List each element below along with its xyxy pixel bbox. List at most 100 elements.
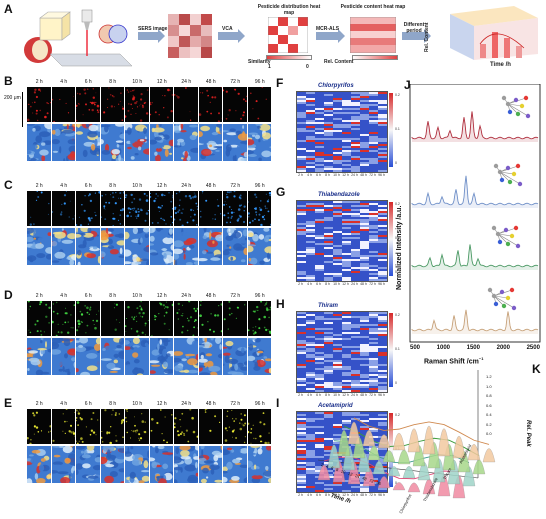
raman-ylabel: Normalized Intensity /a.u. [396, 205, 403, 290]
sers-image-tile [76, 301, 100, 336]
time-label: 10 h [132, 401, 143, 407]
time-label: 96 h [254, 401, 265, 407]
waterfall-peak [372, 460, 386, 475]
waterfall-peak [402, 466, 416, 479]
waterfall-peak [452, 435, 466, 459]
sers-image-tile [100, 301, 124, 336]
arrow-mcr [316, 29, 345, 43]
molecule-icon [493, 163, 523, 187]
sers-image-tile [223, 301, 247, 336]
content-heatmap [350, 17, 396, 53]
heatmap-colorbar [389, 93, 393, 167]
time-label: 4 h [60, 401, 68, 407]
heatmap-tick: 4 h [307, 493, 312, 497]
heatmap-tick: 24 h [351, 173, 358, 177]
heatmap-1 [296, 200, 388, 282]
heatmap-tick: 48 h [360, 282, 367, 286]
scale-one: 1 [268, 64, 271, 70]
heatmap-2 [296, 311, 388, 393]
heatmap-xticks: 2 h 4 h 6 h 8 h 10 h 12 h 24 h 48 h 72 h 96 h [296, 393, 386, 397]
time-label: 2 h [35, 401, 43, 407]
scale-bar [22, 92, 23, 127]
waterfall-peak [437, 428, 451, 457]
heatmap-tick: 72 h [369, 393, 376, 397]
distribution-image-tile [27, 228, 51, 265]
time-label: 12 h [156, 401, 167, 407]
heatmap-tick: 8 h [325, 282, 330, 286]
waterfall-peak [392, 482, 406, 491]
sers-image-tile [51, 409, 75, 444]
heatmap-tick: 72 h [369, 282, 376, 286]
panel-label-h: H [276, 297, 285, 311]
distribution-image-tile [223, 338, 247, 375]
distribution-image-tile [174, 338, 198, 375]
time-label: 72 h [230, 183, 241, 189]
time-label: 12 h [156, 183, 167, 189]
time-label: 8 h [109, 79, 117, 85]
waterfall-peak [482, 448, 496, 463]
time-labels-d: 2 h 4 h 6 h 8 h 10 h 12 h 24 h 48 h 72 h 96 h [27, 293, 272, 299]
heatmap-tick: 48 h [360, 393, 367, 397]
distribution-image-row-c [27, 228, 271, 265]
time-label: 72 h [230, 401, 241, 407]
raman-spectrum-0 [411, 111, 539, 140]
heatmap-tick: 8 h [325, 393, 330, 397]
sers-image-tile [51, 87, 75, 122]
sers-image-tile [174, 191, 198, 226]
heatmap-tick: 2 h [298, 282, 303, 286]
waterfall-peak [337, 430, 351, 457]
heatmap-tick: 6 h [316, 282, 321, 286]
heatmap-tick: 12 h [342, 393, 349, 397]
distribution-image-tile [125, 228, 149, 265]
waterfall-zlabel: Rel. Peak [525, 420, 531, 447]
workflow-panel: SERS image VCA Pesticide distribution he… [20, 4, 540, 72]
scale-zero: 0 [306, 64, 309, 70]
time-label: 8 h [109, 183, 117, 189]
heatmap-colorbar [389, 313, 393, 387]
waterfall-peak [467, 444, 481, 461]
different-period-label: Different period [403, 22, 425, 34]
heatmap-title: Chlorpyrifos [318, 83, 354, 89]
heatmap-tick: 12 h [342, 493, 349, 497]
waterfall-peak [422, 426, 436, 455]
sampling-illustration [24, 9, 133, 67]
heatmap-tick: 4 h [307, 173, 312, 177]
colorbar-label: 0 [395, 161, 397, 165]
heatmap-tick: 10 h [333, 493, 340, 497]
sers-image-tile [27, 191, 51, 226]
heatmap-tick: 48 h [360, 493, 367, 497]
sers-image-tile [125, 87, 149, 122]
time-label: 4 h [60, 183, 68, 189]
time-label: 10 h [132, 79, 143, 85]
raman-xlabel: Raman Shift /cm−1 [424, 356, 484, 366]
heatmap-tick: 6 h [316, 393, 321, 397]
arrow-vca [218, 29, 245, 43]
distribution-image-tile [100, 338, 124, 375]
waterfall-peak [377, 434, 391, 449]
waterfall-trend-3 [353, 417, 490, 445]
sers-image-tile [174, 87, 198, 122]
waterfall-peak [317, 464, 331, 481]
time-label: 2 h [35, 293, 43, 299]
similarity-scale [266, 55, 312, 60]
time-label: 24 h [181, 183, 192, 189]
distribution-image-tile [174, 124, 198, 161]
colorbar-label: 0.1 [395, 236, 400, 240]
sers-image-tile [76, 409, 100, 444]
distribution-image-tile [76, 446, 100, 483]
waterfall-peak [382, 450, 396, 463]
waterfall-peak [417, 461, 431, 481]
distribution-image-tile [149, 228, 173, 265]
sers-image-tile [125, 191, 149, 226]
waterfall-peak [327, 444, 341, 469]
waterfall-peak [407, 428, 421, 453]
panel-label-a: A [4, 2, 13, 16]
time-label: 48 h [205, 183, 216, 189]
heatmap-tick: 96 h [378, 393, 385, 397]
distribution-image-tile [125, 124, 149, 161]
distribution-image-tile [76, 124, 100, 161]
time-label: 24 h [181, 293, 192, 299]
molecule-icon [491, 225, 521, 249]
distribution-heatmap [268, 17, 308, 53]
waterfall-peak [362, 467, 376, 487]
